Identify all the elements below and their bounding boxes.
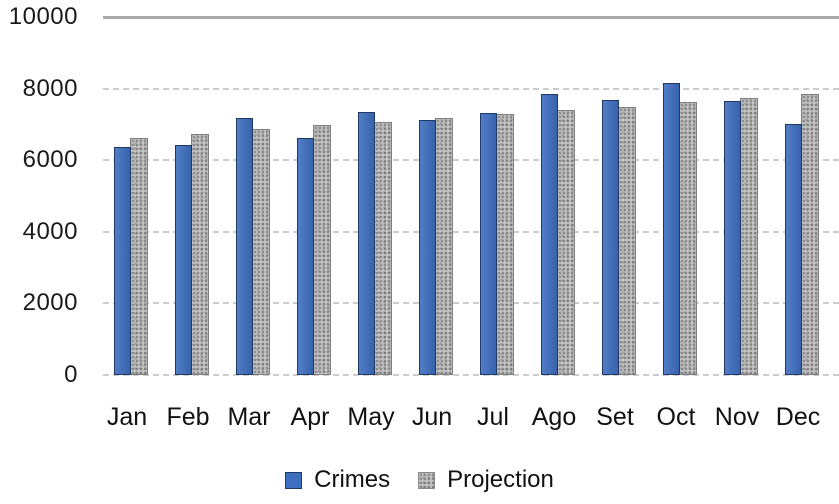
x-axis-month-label: Oct (656, 403, 696, 431)
x-axis-month-label: Feb (166, 403, 210, 431)
bar-projection-jul (496, 114, 514, 375)
bar-projection-ago (557, 110, 575, 375)
x-axis-month-label: Jun (411, 403, 453, 431)
projection-legend-label: Projection (447, 466, 554, 493)
x-axis-month-label: Set (596, 403, 634, 431)
x-axis-month-label: Dec (775, 403, 821, 431)
projection-swatch-icon (418, 471, 436, 489)
gridline-4000 (103, 230, 839, 233)
bar-crimes-nov (724, 100, 741, 375)
crimes-swatch-icon (285, 471, 303, 489)
bar-crimes-set (602, 100, 619, 375)
bar-crimes-mar (236, 118, 253, 375)
bar-projection-mar (252, 128, 270, 375)
y-axis-tick-label: 8000 (22, 74, 78, 102)
y-axis-tick-label: 2000 (22, 289, 78, 317)
bar-projection-jun (435, 117, 453, 375)
crimes-legend-label: Crimes (314, 466, 391, 493)
bar-projection-set (618, 106, 636, 375)
bar-crimes-jan (114, 146, 131, 375)
x-axis-month-label: Apr (290, 403, 330, 431)
y-axis-tick-label: 0 (64, 361, 78, 388)
x-axis-month-label: Nov (714, 403, 760, 431)
bar-projection-may (374, 121, 392, 375)
bar-crimes-dec (785, 123, 802, 375)
bar-crimes-feb (175, 145, 192, 375)
gridline-6000 (103, 159, 839, 162)
gridline-0 (103, 374, 839, 376)
bar-crimes-may (358, 111, 375, 375)
legend-item-crimes: Crimes (285, 466, 390, 494)
bar-projection-jan (130, 137, 148, 375)
x-axis-month-label: Ago (531, 403, 577, 431)
gridline-10000 (103, 16, 839, 19)
bar-crimes-apr (297, 138, 314, 375)
bar-crimes-oct (663, 83, 680, 375)
y-axis-tick-label: 4000 (22, 217, 78, 245)
y-axis-tick-label: 10000 (8, 3, 78, 30)
y-axis-tick-label: 6000 (22, 146, 78, 174)
bar-crimes-jul (480, 112, 497, 375)
bar-projection-feb (191, 133, 209, 375)
x-axis-month-label: Mar (227, 403, 271, 431)
gridline-8000 (103, 87, 839, 90)
bar-projection-apr (313, 125, 331, 375)
bar-crimes-jun (419, 120, 436, 375)
bar-projection-nov (740, 97, 758, 375)
bar-projection-oct (679, 102, 697, 375)
x-axis-month-label: May (347, 403, 395, 431)
legend-item-projection: Projection (418, 466, 554, 494)
bar-crimes-ago (541, 94, 558, 375)
x-axis-month-label: Jul (477, 403, 509, 431)
legend: Crimes Projection (0, 463, 839, 497)
x-axis-month-label: Jan (106, 403, 148, 431)
gridline-2000 (103, 302, 839, 305)
bar-projection-dec (801, 94, 819, 375)
